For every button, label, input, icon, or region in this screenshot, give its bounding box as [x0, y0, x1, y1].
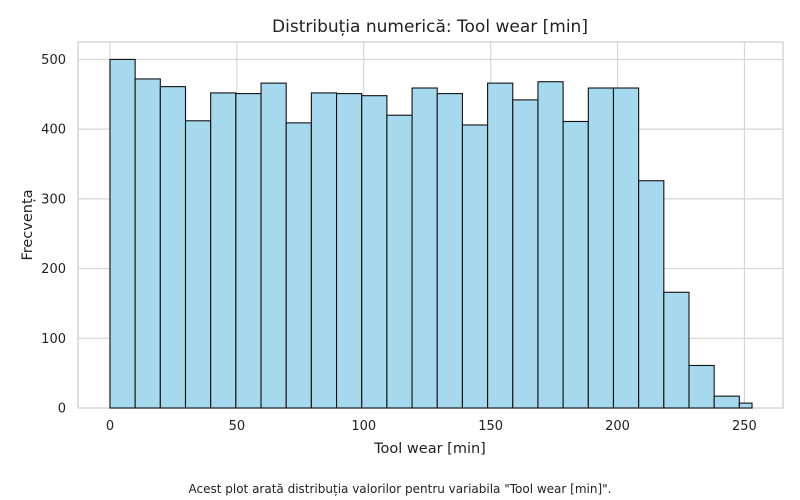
- y-ticks: 0 100 200 300 400 500: [41, 53, 66, 417]
- histogram-bar: [210, 92, 237, 409]
- histogram-bar: [738, 402, 753, 409]
- chart-title: Distribuția numerică: Tool wear [min]: [272, 17, 588, 37]
- chart-caption: Acest plot arată distribuția valorilor p…: [188, 482, 612, 496]
- histogram-bar: [361, 95, 388, 409]
- histogram-bar: [310, 92, 338, 409]
- y-tick-label: 400: [41, 123, 66, 138]
- y-tick-label: 200: [41, 262, 66, 277]
- histogram-bar: [411, 87, 438, 409]
- histogram-bar: [537, 81, 564, 409]
- histogram-bar: [512, 99, 539, 409]
- y-tick-label: 300: [41, 192, 66, 207]
- x-tick-label: 100: [351, 419, 376, 434]
- histogram-bar: [713, 395, 740, 409]
- histogram-bar: [562, 120, 589, 409]
- x-tick-label: 50: [229, 419, 246, 434]
- histogram-bar: [336, 93, 363, 409]
- histogram-bar: [285, 122, 312, 409]
- x-axis-label: Tool wear [min]: [373, 441, 486, 457]
- x-tick-label: 200: [605, 419, 630, 434]
- histogram-bar: [612, 87, 640, 409]
- histogram-bar: [587, 87, 615, 409]
- x-tick-label: 0: [106, 419, 114, 434]
- histogram-bar: [159, 86, 187, 409]
- y-tick-label: 500: [41, 53, 66, 68]
- histogram-bar: [386, 114, 413, 409]
- y-tick-label: 0: [58, 402, 66, 417]
- x-tick-label: 250: [732, 419, 757, 434]
- y-tick-label: 100: [41, 332, 66, 347]
- histogram-bar: [436, 93, 463, 409]
- histogram-bar: [260, 82, 287, 409]
- histogram-bar: [487, 82, 514, 409]
- histogram-bar: [688, 364, 715, 409]
- histogram-bar: [663, 291, 690, 409]
- y-axis-label: Frecvența: [20, 189, 36, 260]
- x-tick-label: 150: [478, 419, 503, 434]
- histogram-bar: [461, 124, 489, 409]
- histogram-bar: [184, 120, 212, 409]
- histogram-bar: [109, 58, 136, 409]
- x-ticks: 0 50 100 150 200 250: [106, 419, 757, 434]
- histogram-bar: [134, 78, 161, 409]
- bars-group: [109, 58, 753, 409]
- histogram-bar: [638, 180, 665, 409]
- histogram-bar: [235, 93, 262, 409]
